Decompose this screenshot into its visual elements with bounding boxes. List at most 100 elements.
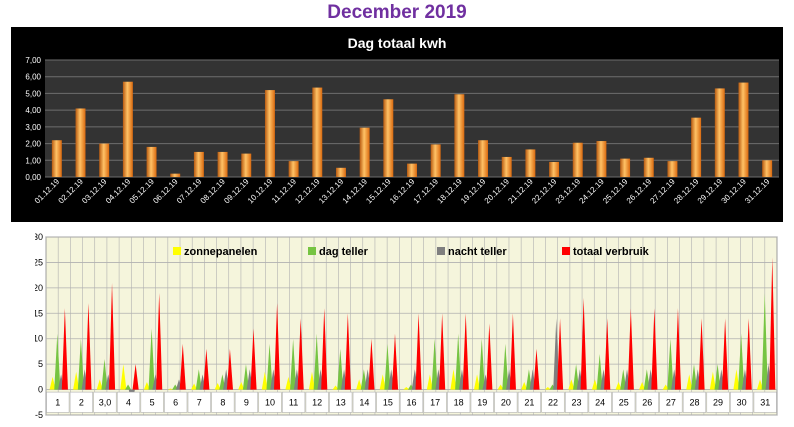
chart2-legend-label: totaal verbruik xyxy=(573,246,650,258)
chart2-legend-swatch xyxy=(437,247,445,255)
chart2-peak xyxy=(313,333,320,390)
chart2-day-cell xyxy=(447,391,471,413)
chart2-peak xyxy=(573,364,580,390)
chart1-bar xyxy=(549,161,560,177)
chart1-bar xyxy=(620,158,631,177)
chart2-ytick-label: 20 xyxy=(35,283,43,293)
chart1-ytick-label: 3,00 xyxy=(25,123,41,132)
chart2-xtick-label: 9 xyxy=(244,397,249,407)
chart2-peak xyxy=(662,384,669,390)
chart2-xtick-label: 6 xyxy=(173,397,178,407)
chart2-xtick-label: 3,0 xyxy=(99,397,112,407)
chart2-peak xyxy=(96,379,103,390)
chart1-ytick-label: 5,00 xyxy=(25,89,41,98)
chart2-day-cell xyxy=(423,391,447,413)
chart2-peak xyxy=(195,369,202,390)
chart2-peak xyxy=(450,369,457,390)
chart2-legend-swatch xyxy=(562,247,570,255)
chart2-xtick-label: 7 xyxy=(197,397,202,407)
chart2-xtick-label: 14 xyxy=(359,397,369,407)
chart2-peak xyxy=(61,308,68,390)
chart2-peak xyxy=(120,364,127,390)
chart2-xtick-label: 15 xyxy=(383,397,393,407)
chart2-xtick-label: 11 xyxy=(289,397,298,407)
chart2-peak xyxy=(769,257,776,390)
chart2-day-cell xyxy=(164,391,188,413)
chart1-ytick-label: 7,00 xyxy=(25,56,41,65)
chart2-peak xyxy=(261,371,268,390)
chart2-peak xyxy=(379,374,386,390)
chart2-legend-swatch xyxy=(173,247,181,255)
chart2-peak xyxy=(738,333,745,390)
chart2-peak xyxy=(148,328,155,390)
chart2-xtick-label: 31 xyxy=(760,397,770,407)
chart2-peak xyxy=(556,318,564,390)
chart2-xtick-label: 16 xyxy=(406,397,416,407)
chart1-bar xyxy=(478,140,489,177)
chart2-xtick-label: 4 xyxy=(126,397,131,407)
chart2-day-cell xyxy=(352,391,376,413)
chart2-peak xyxy=(604,318,611,390)
chart1-bar xyxy=(525,149,536,177)
chart2-peak xyxy=(238,381,245,390)
chart2-peak xyxy=(203,348,210,390)
chart2-day-cell xyxy=(753,391,777,413)
chart1-bar xyxy=(122,81,133,177)
chart2-legend-swatch xyxy=(308,247,316,255)
chart1-ytick-label: 4,00 xyxy=(25,106,41,115)
chart2-peak xyxy=(226,348,233,390)
chart1-bar xyxy=(75,108,86,177)
chart1-bar xyxy=(762,160,773,177)
chart2-peak xyxy=(591,379,599,390)
chart2-xtick-label: 13 xyxy=(336,397,346,407)
chart2-xtick-label: 2 xyxy=(79,397,84,407)
chart2-peak xyxy=(439,313,446,390)
chart2-peak xyxy=(77,338,84,390)
chart1-plot-area xyxy=(45,60,779,177)
chart2-peak xyxy=(733,369,740,390)
chart1-bar xyxy=(383,99,394,177)
chart2-peak xyxy=(308,371,316,390)
chart2-peak xyxy=(615,381,622,390)
chart2-peak xyxy=(368,338,375,390)
chart2-day-cell xyxy=(730,391,754,413)
chart2-peak xyxy=(568,379,575,390)
chart2-ytick-label: 10 xyxy=(35,334,43,344)
chart2-peak xyxy=(49,376,56,390)
chart2-day-cell xyxy=(659,391,683,413)
chart2-peak xyxy=(462,313,469,390)
chart2-peak xyxy=(108,282,116,390)
chart1-ytick-label: 1,00 xyxy=(25,156,41,165)
chart2-day-cell xyxy=(211,391,235,413)
chart2-xtick-label: 12 xyxy=(312,397,322,407)
chart2-day-cell xyxy=(470,391,494,413)
chart2-xtick-label: 30 xyxy=(737,397,747,407)
chart2-day-cell xyxy=(564,391,589,413)
chart2-xtick-label: 22 xyxy=(548,397,558,407)
chart2-day-cell xyxy=(517,391,541,413)
chart2-day-cell xyxy=(116,391,141,413)
chart2-peak xyxy=(191,383,198,390)
chart2-xtick-label: 17 xyxy=(430,397,440,407)
chart1-bar xyxy=(667,161,678,177)
chart2-legend-label: dag teller xyxy=(319,246,369,258)
chart1-ytick-label: 6,00 xyxy=(25,73,41,82)
chart2-peak xyxy=(344,313,351,390)
chart2-ytick-label: 25 xyxy=(35,257,43,267)
chart2-legend-label: nacht teller xyxy=(448,246,507,258)
chart1-bar xyxy=(359,127,370,177)
chart1-bar xyxy=(430,144,441,177)
chart2-day-cell xyxy=(93,391,117,413)
chart2-xtick-label: 25 xyxy=(619,397,629,407)
chart2-peak xyxy=(455,333,462,390)
chart2-xtick-label: 1 xyxy=(55,397,60,407)
chart2-peak xyxy=(722,318,729,390)
chart2-peak xyxy=(426,374,433,390)
chart2-xtick-label: 26 xyxy=(642,397,652,407)
chart2-peak xyxy=(639,381,646,390)
chart2-ytick-label: 15 xyxy=(35,308,43,318)
chart1-bar xyxy=(264,90,275,177)
chart2-day-cell xyxy=(140,391,164,413)
chart2-xtick-label: 29 xyxy=(713,397,723,407)
